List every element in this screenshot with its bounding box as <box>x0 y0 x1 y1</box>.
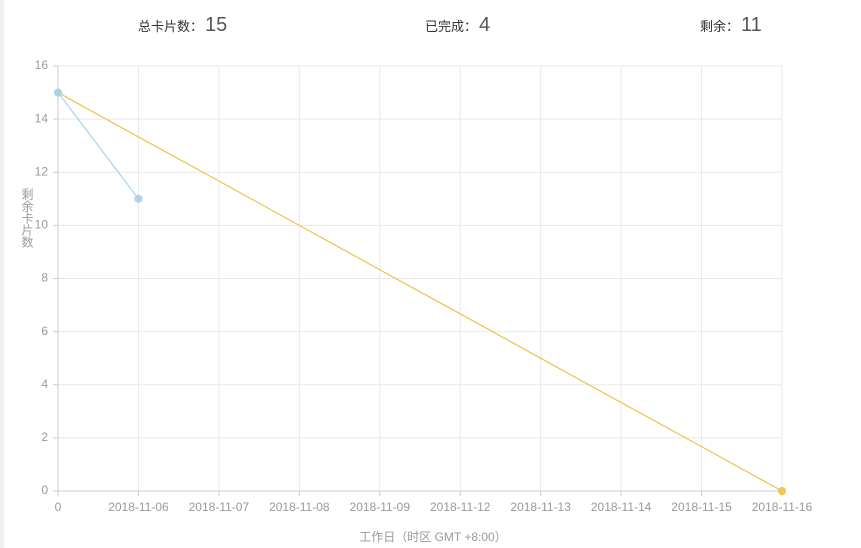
stat-label: 剩余： <box>700 19 740 34</box>
x-tick-label: 2018-11-09 <box>350 500 411 514</box>
data-point <box>778 487 786 495</box>
x-tick-label: 2018-11-16 <box>752 500 813 514</box>
y-tick-label: 10 <box>35 218 49 232</box>
stat-label: 总卡片数： <box>138 19 204 34</box>
series-line <box>57 92 783 492</box>
stat-value: 11 <box>741 14 762 36</box>
x-tick-label: 2018-11-12 <box>430 500 491 514</box>
x-tick-label: 2018-11-07 <box>189 500 250 514</box>
stat: 剩余： 11 <box>700 14 762 37</box>
chart: 剩余卡片数 工作日（时区 GMT +8:00） 0 2 4 6 8 10 12 14 16 0 20… <box>20 58 813 544</box>
y-tick-label: 0 <box>41 483 48 497</box>
x-tick-label: 2018-11-08 <box>269 500 330 514</box>
y-tick-label: 12 <box>35 164 49 178</box>
y-tick-label: 14 <box>35 111 49 125</box>
stat-label: 已完成： <box>425 19 478 34</box>
stats-bar: 总卡片数： 15 已完成： 4 剩余： 11 <box>4 14 861 48</box>
x-axis-label: 工作日（时区 GMT +8:00） <box>359 530 506 544</box>
series-line <box>57 92 139 200</box>
y-tick-label: 6 <box>41 324 48 338</box>
y-axis-label: 剩余卡片数 <box>20 188 34 249</box>
stat: 已完成： 4 <box>425 14 490 37</box>
data-point <box>134 194 143 203</box>
x-tick-label: 2018-11-14 <box>591 500 652 514</box>
y-tick-label: 2 <box>41 430 48 444</box>
x-tick-label: 2018-11-13 <box>510 500 571 514</box>
data-point <box>54 88 62 97</box>
stat: 总卡片数： 15 <box>138 14 227 37</box>
x-tick-label: 2018-11-15 <box>671 500 732 514</box>
y-tick-label: 8 <box>41 271 48 285</box>
x-tick-label: 2018-11-06 <box>108 500 169 514</box>
y-tick-label: 16 <box>35 58 49 72</box>
y-tick-label: 4 <box>41 377 48 391</box>
x-tick-label: 0 <box>55 500 62 514</box>
stat-value: 4 <box>479 14 491 36</box>
stat-value: 15 <box>205 14 228 36</box>
